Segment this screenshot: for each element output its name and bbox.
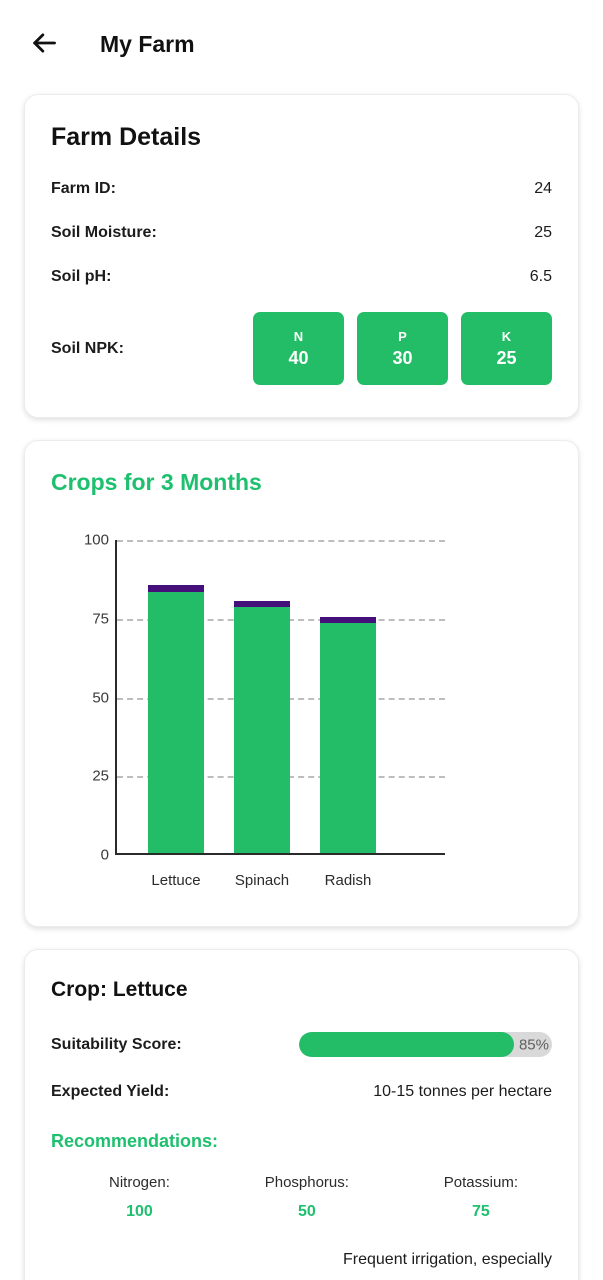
- recommendations-title: Recommendations:: [51, 1131, 219, 1151]
- npk-k-letter: K: [501, 328, 512, 344]
- arrow-left-icon: [30, 29, 58, 60]
- bar-chart: 0 25 50 75 100 Lettuce Spinach Radish: [65, 532, 552, 892]
- bar-cap-lettuce: [148, 585, 204, 592]
- ytick-25: 25: [92, 767, 109, 785]
- nutrients-row: Nitrogen: 100 Phosphorus: 50 Potassium: …: [51, 1174, 552, 1221]
- phosphorus-label: Phosphorus:: [264, 1174, 349, 1191]
- bar-lettuce: [148, 585, 204, 853]
- page-title: My Farm: [100, 30, 195, 57]
- npk-k-button[interactable]: K 25: [461, 312, 552, 385]
- bar-body-spinach: [234, 607, 290, 853]
- phosphorus-block: Phosphorus: 50: [265, 1174, 349, 1221]
- bar-cap-spinach: [234, 601, 290, 608]
- ytick-50: 50: [92, 689, 109, 706]
- app-header: My Farm: [0, 0, 603, 88]
- npk-k-value: 25: [496, 347, 517, 368]
- ytick-0: 0: [100, 846, 109, 864]
- chart-title: Crops for 3 Months: [51, 469, 262, 495]
- phosphorus-value: 50: [297, 1203, 316, 1220]
- crops-chart-card: Crops for 3 Months 0 25 50 75 100 Lettuce Spin…: [24, 440, 579, 927]
- xlabel-radish: Radish: [324, 872, 372, 889]
- expected-yield-label: Expected Yield:: [51, 1083, 170, 1100]
- crop-title: Crop: Lettuce: [51, 978, 188, 1001]
- soil-npk-row: Soil NPK: N 40 P 30 K 25: [51, 312, 552, 385]
- expected-yield-value: 10-15 tonnes per hectare: [373, 1083, 552, 1100]
- suitability-row: Suitability Score: 85%: [51, 1032, 552, 1057]
- bar-radish: [320, 616, 376, 853]
- bar-body-lettuce: [148, 591, 204, 853]
- nitrogen-value: 100: [126, 1203, 153, 1220]
- farm-id-value: 24: [534, 180, 552, 197]
- ytick-75: 75: [92, 610, 109, 628]
- suitability-label: Suitability Score:: [51, 1035, 182, 1053]
- npk-p-button[interactable]: P 30: [357, 312, 448, 385]
- suitability-percent: 85%: [518, 1036, 549, 1053]
- ytick-100: 100: [83, 531, 109, 549]
- bar-spinach: [234, 601, 290, 853]
- xlabel-lettuce: Lettuce: [151, 872, 201, 889]
- soil-ph-label: Soil pH:: [51, 268, 112, 285]
- npk-n-value: 40: [288, 347, 309, 368]
- soil-moisture-row: Soil Moisture: 25: [51, 224, 552, 242]
- npk-p-value: 30: [392, 347, 413, 368]
- expected-yield-row: Expected Yield: 10-15 tonnes per hectare: [51, 1083, 552, 1101]
- bar-body-radish: [320, 623, 376, 853]
- npk-button-group: N 40 P 30 K 25: [253, 312, 552, 385]
- back-button[interactable]: [24, 24, 64, 64]
- farm-id-row: Farm ID: 24: [51, 180, 552, 198]
- npk-n-letter: N: [293, 328, 304, 344]
- soil-npk-label: Soil NPK:: [51, 339, 124, 357]
- gridline-100: [117, 540, 445, 542]
- soil-moisture-value: 25: [534, 224, 552, 241]
- suitability-progress-bar: 85%: [299, 1032, 552, 1057]
- nitrogen-label: Nitrogen:: [109, 1174, 170, 1191]
- potassium-label: Potassium:: [443, 1174, 518, 1191]
- soil-moisture-label: Soil Moisture:: [51, 224, 157, 241]
- farm-details-card: Farm Details Farm ID: 24 Soil Moisture: …: [24, 94, 579, 418]
- plot-area: 0 25 50 75 100 Lettuce Spinach Radish: [84, 532, 445, 889]
- irrigation-note: Frequent irrigation, especially: [343, 1251, 552, 1268]
- potassium-value: 75: [472, 1203, 490, 1220]
- farm-id-label: Farm ID:: [51, 180, 116, 197]
- bar-cap-radish: [320, 616, 376, 624]
- nitrogen-block: Nitrogen: 100: [109, 1174, 170, 1221]
- farm-details-title: Farm Details: [51, 123, 202, 151]
- soil-ph-row: Soil pH: 6.5: [51, 268, 552, 286]
- npk-n-button[interactable]: N 40: [253, 312, 344, 385]
- suitability-fill: [299, 1032, 515, 1057]
- npk-p-letter: P: [398, 328, 407, 344]
- xlabel-spinach: Spinach: [234, 872, 290, 889]
- soil-ph-value: 6.5: [529, 268, 552, 285]
- crop-detail-card: Crop: Lettuce Suitability Score: 85% Exp…: [24, 949, 579, 1280]
- potassium-block: Potassium: 75: [444, 1174, 518, 1221]
